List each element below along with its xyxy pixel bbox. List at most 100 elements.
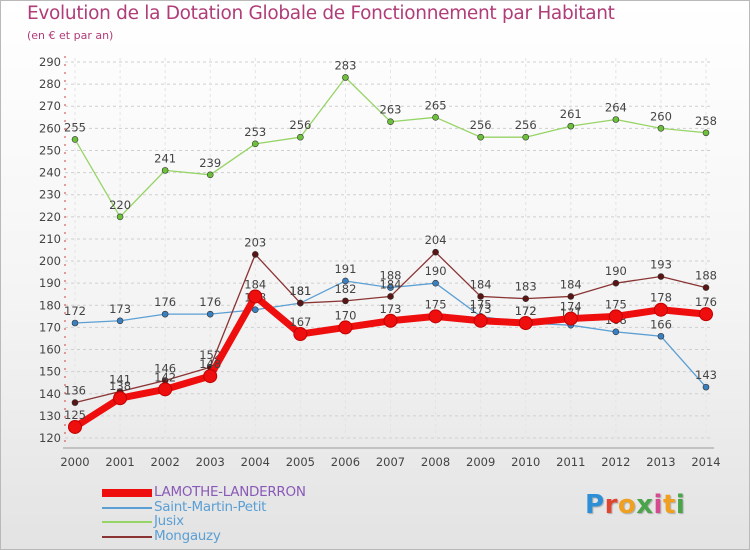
logo-letter: o: [617, 490, 637, 520]
data-point-jusix: [251, 140, 259, 148]
data-point-mongauzy: [71, 399, 79, 406]
x-tick-label: 2009: [466, 455, 495, 469]
data-point-jusix: [477, 133, 484, 141]
legend-swatch-mongauzy: [102, 535, 152, 538]
data-point-lamothe-landerron: [203, 369, 218, 384]
logo-letter: t: [662, 490, 676, 520]
data-label-jusix: 258: [695, 114, 717, 128]
legend-swatch-lamothe-landerron: [102, 489, 152, 497]
data-label-mongauzy: 183: [515, 280, 537, 294]
data-point-saint-martin-petit: [432, 279, 439, 287]
data-point-lamothe-landerron: [653, 302, 668, 317]
chart-subtitle: (en € et par an): [27, 29, 114, 42]
data-point-jusix: [342, 74, 349, 81]
data-label-mongauzy: 203: [244, 235, 266, 249]
chart-title: Evolution de la Dotation Globale de Fonc…: [27, 3, 615, 24]
data-point-jusix: [387, 118, 394, 126]
data-label-saint-martin-petit: 190: [425, 264, 447, 278]
logo-letter: r: [604, 490, 618, 520]
data-point-lamothe-landerron: [518, 315, 533, 330]
data-point-mongauzy: [297, 299, 304, 307]
data-label-jusix: 255: [64, 120, 86, 134]
y-tick-label: 130: [39, 409, 61, 423]
data-label-mongauzy: 146: [154, 361, 176, 375]
series-jusix: 255 220 241 239 253 256 283 263 265 256 256 261 264 2…: [64, 58, 717, 221]
y-tick-label: 280: [39, 77, 61, 91]
data-point-lamothe-landerron: [158, 382, 173, 397]
y-tick-label: 260: [39, 121, 61, 135]
x-tick-label: 2007: [376, 455, 405, 469]
data-label-jusix: 264: [605, 101, 627, 115]
y-tick-label: 160: [39, 343, 61, 357]
data-point-saint-martin-petit: [342, 277, 349, 285]
legend-label-mongauzy: Mongauzy: [154, 527, 221, 544]
data-label-jusix: 256: [470, 118, 492, 132]
series-line-jusix: [74, 76, 707, 218]
data-point-jusix: [702, 129, 710, 137]
data-label-saint-martin-petit: 191: [334, 262, 356, 276]
data-point-mongauzy: [477, 293, 484, 300]
data-point-mongauzy: [612, 279, 620, 287]
data-label-saint-martin-petit: 166: [650, 317, 672, 331]
data-point-saint-martin-petit: [71, 319, 79, 327]
x-tick-label: 2000: [60, 455, 89, 469]
series-mongauzy: 136 141 146 152 203 181 182 184 204 184 183 184 190 1…: [64, 233, 717, 406]
y-tick-label: 140: [39, 387, 61, 401]
data-point-mongauzy: [567, 293, 575, 300]
data-point-jusix: [522, 133, 530, 141]
data-label-lamothe-landerron: 184: [244, 277, 266, 291]
data-label-jusix: 241: [154, 151, 176, 165]
data-label-mongauzy: 184: [470, 277, 492, 291]
data-point-saint-martin-petit: [657, 332, 665, 340]
data-label-saint-martin-petit: 175: [470, 297, 492, 311]
data-label-jusix: 253: [244, 125, 266, 139]
data-label-saint-martin-petit: 172: [64, 304, 86, 318]
y-tick-label: 190: [39, 276, 61, 290]
y-tick-label: 220: [39, 210, 61, 224]
data-point-lamothe-landerron: [68, 419, 82, 434]
data-point-jusix: [161, 167, 169, 174]
y-tick-label: 230: [39, 188, 61, 202]
x-tick-label: 2013: [646, 455, 675, 469]
data-point-saint-martin-petit: [387, 284, 394, 291]
data-point-jusix: [612, 116, 620, 123]
y-tick-label: 210: [39, 232, 61, 246]
data-label-lamothe-landerron: 170: [334, 308, 356, 322]
data-label-jusix: 261: [560, 107, 582, 121]
y-tick-label: 170: [39, 320, 61, 334]
data-label-jusix: 239: [199, 156, 221, 170]
data-point-mongauzy: [702, 284, 710, 291]
data-label-lamothe-landerron: 142: [154, 370, 176, 384]
legend-swatch-saint-martin-petit: [102, 506, 152, 509]
legend-label-lamothe-landerron: LAMOTHE-LANDERRON: [154, 484, 306, 500]
data-label-saint-martin-petit: 143: [695, 368, 717, 382]
data-label-mongauzy: 184: [380, 277, 402, 291]
data-label-jusix: 263: [380, 103, 402, 117]
data-label-mongauzy: 141: [109, 373, 131, 387]
legend-label-saint-martin-petit: Saint-Martin-Petit: [154, 498, 267, 515]
data-label-mongauzy: 190: [605, 264, 627, 278]
data-label-jusix: 265: [425, 98, 447, 112]
logo-letter: x: [636, 490, 654, 520]
logo-letter: P: [585, 490, 605, 520]
data-point-mongauzy: [522, 295, 530, 302]
x-tick-label: 2004: [241, 455, 270, 469]
y-tick-label: 240: [39, 166, 61, 180]
data-point-jusix: [116, 213, 124, 221]
data-label-lamothe-landerron: 173: [380, 302, 402, 316]
data-point-saint-martin-petit: [612, 328, 620, 336]
data-label-saint-martin-petit: 176: [199, 295, 221, 309]
data-point-lamothe-landerron: [473, 313, 488, 328]
data-label-lamothe-landerron: 178: [650, 291, 672, 305]
y-tick-label: 250: [39, 143, 61, 157]
logo-letter: i: [675, 490, 686, 520]
x-tick-label: 2005: [286, 455, 315, 469]
logo-letter: i: [653, 490, 663, 520]
data-point-saint-martin-petit: [251, 306, 259, 314]
data-label-lamothe-landerron: 148: [199, 357, 221, 371]
data-point-lamothe-landerron: [383, 313, 398, 328]
data-label-mongauzy: 136: [64, 384, 86, 398]
data-point-jusix: [297, 133, 304, 141]
data-point-jusix: [657, 125, 665, 132]
